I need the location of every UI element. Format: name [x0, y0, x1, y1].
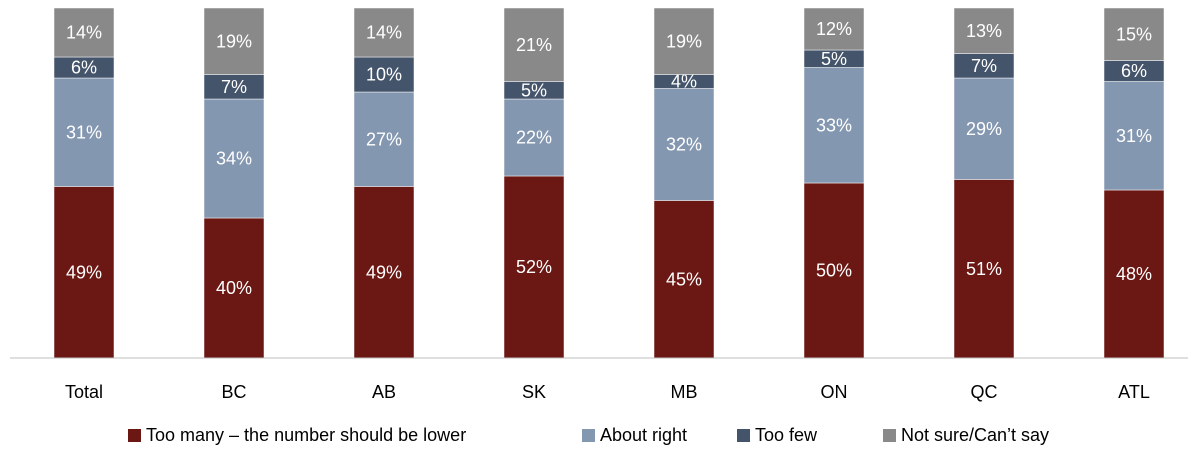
- x-tick-label: BC: [221, 382, 246, 402]
- data-label: 48%: [1116, 264, 1152, 284]
- data-label: 32%: [666, 135, 702, 155]
- data-label: 5%: [821, 49, 847, 69]
- data-label: 15%: [1116, 24, 1152, 44]
- bar-segment-ab-s3: [353, 7, 415, 58]
- data-label: 7%: [971, 56, 997, 76]
- legend-label: About right: [600, 425, 687, 445]
- bar-segment-sk-s3: [503, 7, 565, 82]
- data-label: 49%: [366, 262, 402, 282]
- legend: Too many – the number should be lower Abo…: [128, 425, 1049, 445]
- data-label: 45%: [666, 269, 702, 289]
- bar-segment-ab-s1: [353, 91, 415, 187]
- bar-segment-bc-s2: [203, 74, 265, 100]
- bar-segment-qc-s2: [953, 53, 1015, 79]
- bar-segment-bc-s3: [203, 7, 265, 75]
- bar-segment-bc-s1: [203, 98, 265, 219]
- data-label: 31%: [1116, 126, 1152, 146]
- x-tick-label: MB: [671, 382, 698, 402]
- data-label: 40%: [216, 278, 252, 298]
- bars-group: [53, 7, 1165, 359]
- legend-swatch: [737, 429, 750, 442]
- data-label: 5%: [521, 80, 547, 100]
- bar-segment-sk-s1: [503, 98, 565, 177]
- data-label: 21%: [516, 35, 552, 55]
- bar-segment-mb-s3: [653, 7, 715, 75]
- data-label: 6%: [1121, 61, 1147, 81]
- bar-segment-total-s0: [53, 186, 115, 359]
- x-tick-label: AB: [372, 382, 396, 402]
- data-label: 34%: [216, 149, 252, 169]
- x-tick-label: ATL: [1118, 382, 1150, 402]
- legend-swatch: [128, 429, 141, 442]
- x-tick-label: Total: [65, 382, 103, 402]
- data-label: 19%: [216, 31, 252, 51]
- data-label: 49%: [66, 262, 102, 282]
- bar-segment-atl-s3: [1103, 7, 1165, 61]
- data-label: 12%: [816, 19, 852, 39]
- data-label: 22%: [516, 128, 552, 148]
- data-label: 14%: [366, 23, 402, 43]
- data-label: 29%: [966, 119, 1002, 139]
- bar-segment-atl-s1: [1103, 81, 1165, 191]
- data-label: 14%: [66, 23, 102, 43]
- bar-segment-sk-s0: [503, 175, 565, 359]
- bar-segment-on-s0: [803, 182, 865, 359]
- data-label: 7%: [221, 77, 247, 97]
- bar-segment-mb-s0: [653, 200, 715, 359]
- data-label: 27%: [366, 129, 402, 149]
- legend-label: Not sure/Can’t say: [901, 425, 1049, 445]
- bar-segment-ab-s2: [353, 56, 415, 93]
- data-label: 13%: [966, 21, 1002, 41]
- data-label: 10%: [366, 65, 402, 85]
- legend-swatch: [883, 429, 896, 442]
- bar-segment-atl-s0: [1103, 189, 1165, 359]
- data-label: 4%: [671, 72, 697, 92]
- data-label: 51%: [966, 259, 1002, 279]
- bar-segment-ab-s0: [353, 186, 415, 359]
- data-label: 50%: [816, 261, 852, 281]
- data-label: 6%: [71, 58, 97, 78]
- x-tick-label: SK: [522, 382, 546, 402]
- bar-segment-qc-s3: [953, 7, 1015, 54]
- bar-segment-qc-s1: [953, 77, 1015, 180]
- bar-segment-on-s3: [803, 7, 865, 51]
- data-label: 52%: [516, 257, 552, 277]
- legend-swatch: [582, 429, 595, 442]
- x-tick-labels-group: Total BC AB SK MB ON QC ATL: [65, 382, 1150, 402]
- data-label: 33%: [816, 115, 852, 135]
- x-tick-label: ON: [821, 382, 848, 402]
- bar-segment-bc-s0: [203, 217, 265, 359]
- bar-segment-total-s3: [53, 7, 115, 58]
- bar-segment-on-s1: [803, 67, 865, 184]
- data-label: 19%: [666, 31, 702, 51]
- data-label: 31%: [66, 122, 102, 142]
- legend-label: Too many – the number should be lower: [146, 425, 466, 445]
- bar-segment-total-s1: [53, 77, 115, 187]
- bar-segment-mb-s1: [653, 88, 715, 201]
- x-tick-label: QC: [971, 382, 998, 402]
- legend-label: Too few: [755, 425, 818, 445]
- segment-labels-group: 49% 31% 6% 14% 40% 34% 7% 19% 49% 27% 10% 14% 52% 22%…: [66, 19, 1152, 298]
